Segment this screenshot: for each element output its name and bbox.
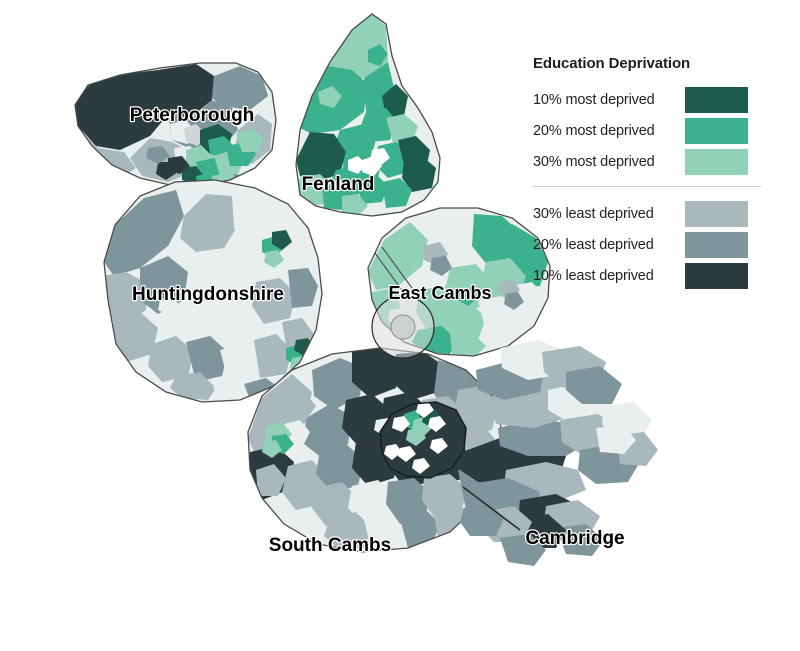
cambridge-city-inset[interactable] bbox=[371, 295, 435, 359]
district-peterborough[interactable] bbox=[74, 62, 277, 192]
legend-label-30-most: 30% most deprived bbox=[533, 153, 655, 170]
legend-divider bbox=[533, 186, 761, 187]
legend-row-30-most[interactable]: 30% most deprived bbox=[533, 146, 783, 177]
legend-title: Education Deprivation bbox=[533, 55, 691, 72]
label-east-cambs: East Cambs bbox=[388, 283, 491, 303]
cambridge-lsoas bbox=[380, 402, 466, 474]
legend-label-10-most: 10% most deprived bbox=[533, 91, 655, 108]
legend-label-20-most: 20% most deprived bbox=[533, 122, 655, 139]
legend-label-10-least: 10% least deprived bbox=[533, 267, 654, 284]
peterborough-lsoas bbox=[75, 64, 272, 186]
legend-label-30-least: 30% least deprived bbox=[533, 205, 654, 222]
district-fenland[interactable] bbox=[295, 12, 441, 217]
legend-row-20-least[interactable]: 20% least deprived bbox=[533, 229, 783, 260]
legend-label-20-least: 20% least deprived bbox=[533, 236, 654, 253]
legend-row-10-least[interactable]: 10% least deprived bbox=[533, 260, 783, 291]
fenland-boundary bbox=[295, 13, 441, 217]
legend-row-10-most[interactable]: 10% most deprived bbox=[533, 84, 783, 115]
label-cambridge: Cambridge bbox=[525, 528, 624, 549]
label-huntingdonshire: Huntingdonshire bbox=[132, 284, 284, 305]
eastcambs-boundary bbox=[367, 207, 551, 357]
cambridge-boundary bbox=[379, 401, 467, 479]
legend-swatch-30-most bbox=[685, 148, 748, 175]
cambridge-east-band bbox=[460, 340, 658, 566]
map-legend: Education Deprivation 10% most deprived … bbox=[533, 55, 783, 291]
legend-row-20-most[interactable]: 20% most deprived bbox=[533, 115, 783, 146]
legend-group-least-deprived: 30% least deprived 20% least deprived 10… bbox=[533, 198, 783, 291]
label-south-cambs: South Cambs bbox=[269, 535, 391, 556]
fenland-lsoas bbox=[296, 14, 436, 216]
eastcambs-lsoas bbox=[368, 214, 548, 356]
label-fenland: Fenland bbox=[302, 174, 375, 195]
legend-row-30-least[interactable]: 30% least deprived bbox=[533, 198, 783, 229]
peterborough-boundary bbox=[74, 62, 277, 187]
cambridge-leader-line bbox=[462, 486, 521, 531]
eastcambs-channel bbox=[374, 246, 413, 294]
legend-swatch-30-least bbox=[685, 200, 748, 227]
district-cambridge[interactable] bbox=[379, 400, 468, 479]
legend-swatch-10-least bbox=[685, 262, 748, 289]
legend-group-most-deprived: 10% most deprived 20% most deprived 30% … bbox=[533, 84, 783, 177]
legend-swatch-20-least bbox=[685, 231, 748, 258]
legend-swatch-20-most bbox=[685, 117, 748, 144]
legend-swatch-10-most bbox=[685, 86, 748, 113]
district-east-cambs[interactable] bbox=[367, 207, 551, 357]
hunts-boundary bbox=[103, 179, 323, 403]
label-peterborough: Peterborough bbox=[130, 105, 255, 126]
